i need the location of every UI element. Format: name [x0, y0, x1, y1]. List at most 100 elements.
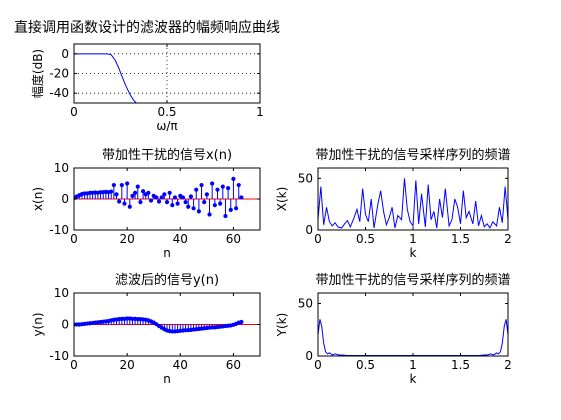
- noisy-signal-marker-50: [204, 192, 209, 197]
- noisy-signal-marker-24: [135, 184, 140, 189]
- magnitude-ylabel: 幅度(dB): [30, 49, 45, 98]
- noisy-signal-marker-33: [159, 195, 164, 200]
- noisy-signal-marker-56: [220, 184, 225, 189]
- noisy-signal-xtick-label-2: 40: [173, 232, 188, 246]
- noisy-signal-marker-34: [162, 192, 167, 197]
- filtered-signal-xtick-label-2: 40: [173, 358, 188, 372]
- noisy-signal-marker-37: [170, 203, 175, 208]
- noisy-signal-marker-47: [196, 209, 201, 214]
- filtered-spectrum-xtick-label-2: 1: [409, 358, 417, 372]
- noisy-signal-marker-25: [138, 200, 143, 205]
- filtered-spectrum-plot-area: [318, 293, 508, 356]
- noisy-signal-marker-58: [226, 186, 231, 191]
- noisy-signal-ylabel: x(n): [31, 187, 45, 211]
- noisy-signal-marker-17: [117, 199, 122, 204]
- noisy-signal-marker-52: [210, 181, 215, 186]
- filtered-spectrum-ytick-label-0: 0: [305, 349, 313, 363]
- filtered-signal-marker-31: [154, 322, 159, 327]
- filtered-spectrum-title: 带加性干扰的信号采样序列的频谱: [315, 272, 510, 288]
- noisy-signal-marker-20: [125, 181, 130, 186]
- noisy-signal-marker-16: [114, 192, 119, 197]
- noisy-signal-marker-51: [207, 212, 212, 217]
- noisy-signal-marker-45: [191, 206, 196, 211]
- noisy-signal-marker-57: [223, 213, 228, 219]
- noisy-signal-xtick-label-0: 0: [70, 232, 78, 246]
- filtered-spectrum-xtick-label-1: 0.5: [356, 358, 375, 372]
- noisy-signal-marker-29: [148, 198, 154, 203]
- noisy-signal-marker-22: [130, 193, 135, 198]
- noisy-signal-marker-38: [172, 195, 178, 200]
- noisy-signal-marker-62: [236, 182, 241, 188]
- noisy-spectrum-xtick-label-0: 0: [314, 232, 322, 246]
- noisy-signal-marker-43: [186, 204, 191, 209]
- filtered-signal-xlabel: n: [163, 372, 171, 386]
- noisy-spectrum-series-line-0: [318, 178, 508, 229]
- noisy-spectrum-xlabel: k: [410, 246, 417, 260]
- magnitude-data-layer: [74, 53, 138, 103]
- noisy-signal-xlabel: n: [163, 246, 171, 260]
- noisy-signal-marker-60: [231, 176, 236, 181]
- noisy-signal-marker-49: [202, 200, 207, 205]
- noisy-signal-marker-23: [133, 190, 138, 195]
- filtered-spectrum-xtick-label-4: 2: [504, 358, 512, 372]
- noisy-spectrum-xtick-label-4: 2: [504, 232, 512, 246]
- noisy-spectrum-xtick-label-1: 0.5: [356, 232, 375, 246]
- noisy-signal-marker-55: [218, 201, 223, 206]
- filtered-signal-ytick-label-1: 0: [61, 318, 69, 332]
- noisy-signal-marker-39: [175, 201, 180, 206]
- noisy-signal-ytick-label-2: 10: [54, 161, 69, 175]
- noisy-spectrum-xtick-label-3: 1.5: [451, 232, 470, 246]
- noisy-signal-marker-46: [194, 187, 199, 192]
- filtered-signal-xtick-label-3: 60: [226, 358, 241, 372]
- noisy-signal-marker-19: [122, 201, 127, 206]
- magnitude-xlabel: ω/π: [156, 119, 177, 133]
- noisy-spectrum-ytick-label-1: 50: [298, 171, 313, 185]
- noisy-signal-title: 带加性干扰的信号x(n): [102, 147, 232, 163]
- filtered-signal-title: 滤波后的信号y(n): [115, 272, 219, 288]
- magnitude-xtick-label-1: 0.5: [157, 105, 176, 119]
- noisy-signal-marker-15: [111, 182, 116, 188]
- magnitude-xtick-label-2: 1: [256, 105, 264, 119]
- filtered-spectrum-ytick-label-1: 50: [298, 297, 313, 311]
- noisy-signal-marker-41: [180, 195, 186, 200]
- noisy-signal-data-layer: [74, 176, 260, 219]
- noisy-spectrum-title: 带加性干扰的信号采样序列的频谱: [315, 147, 510, 163]
- noisy-signal-marker-44: [188, 194, 194, 199]
- filtered-signal-ylabel: y(n): [31, 312, 45, 336]
- noisy-signal-marker-59: [228, 207, 233, 212]
- noisy-signal-marker-63: [239, 195, 244, 200]
- noisy-signal-marker-14: [109, 189, 114, 194]
- filtered-spectrum-xlabel: k: [410, 372, 417, 386]
- noisy-signal-marker-18: [119, 182, 124, 188]
- noisy-spectrum-ytick-label-0: 0: [305, 223, 313, 237]
- noisy-spectrum-ylabel: X(k): [275, 187, 289, 212]
- filtered-signal-xtick-label-1: 20: [120, 358, 135, 372]
- noisy-spectrum-data-layer: [318, 178, 508, 229]
- noisy-signal-marker-21: [127, 204, 132, 209]
- noisy-signal-marker-32: [156, 199, 162, 204]
- filtered-signal-ytick-label-2: 10: [54, 286, 69, 300]
- noisy-signal-marker-31: [154, 195, 159, 200]
- magnitude-ytick-label-1: -20: [49, 67, 69, 81]
- filtered-spectrum-xtick-label-3: 1.5: [451, 358, 470, 372]
- magnitude-response-axes: 0 0.5 1 0 -20 -40 ω/π 幅度(dB): [30, 43, 264, 133]
- noisy-signal-ytick-label-1: 0: [61, 192, 69, 206]
- noisy-signal-xtick-label-3: 60: [226, 232, 241, 246]
- noisy-signal-marker-28: [146, 190, 151, 195]
- filtered-signal-ytick-label-0: -10: [49, 349, 69, 363]
- filtered-spectrum-ylabel: Y(k): [275, 313, 289, 338]
- noisy-spectrum-xtick-label-2: 1: [409, 232, 417, 246]
- noisy-signal-marker-26: [140, 189, 146, 194]
- noisy-signal-marker-36: [167, 190, 172, 195]
- noisy-signal-marker-35: [164, 200, 170, 205]
- noisy-signal-marker-53: [212, 203, 217, 208]
- magnitude-xtick-label-0: 0: [70, 105, 78, 119]
- filtered-signal-marker-63: [239, 319, 244, 325]
- filtered-spectrum-xtick-label-0: 0: [314, 358, 322, 372]
- noisy-signal-marker-54: [215, 187, 220, 192]
